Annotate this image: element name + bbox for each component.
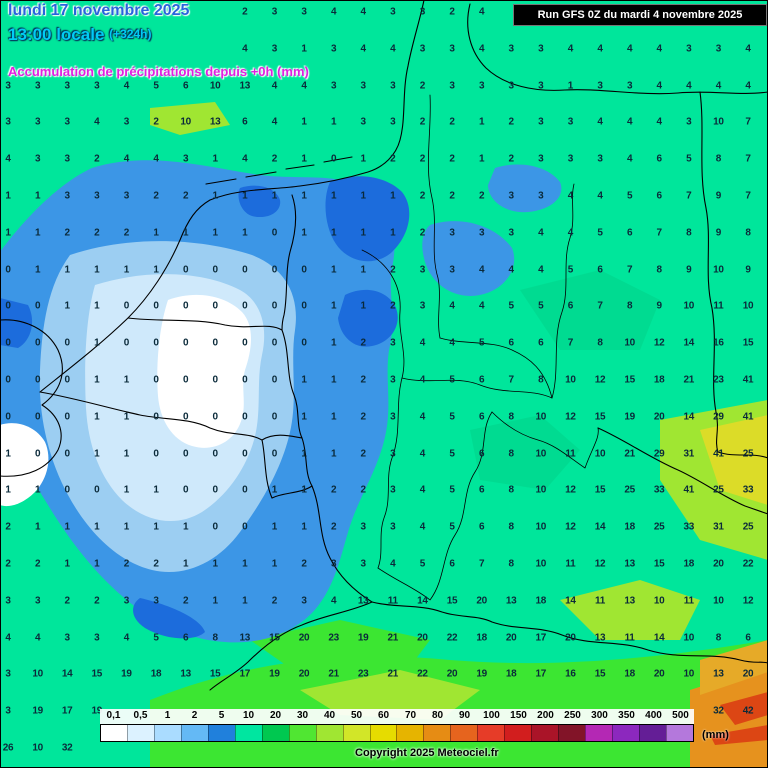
legend-swatch (207, 725, 235, 741)
legend-value: 30 (296, 710, 309, 721)
legend-labels: 0,1 0,5 1 2 5 10 20 30 40 50 60 70 80 90 100 150 200 250 3… (100, 709, 694, 724)
border-lander-3 (401, 183, 575, 399)
precip-corner-red-2 (710, 725, 768, 745)
legend-value: 250 (564, 710, 581, 721)
precipitation-legend: 0,1 0,5 1 2 5 10 20 30 40 50 60 70 80 90 100 150 200 250 3… (100, 709, 729, 742)
precip-accent-dark-blue-4 (0, 298, 33, 348)
precip-corner-red-1 (720, 692, 768, 725)
precip-accent-dark-blue-2 (338, 289, 398, 347)
border-fr-ch (209, 601, 373, 691)
legend-swatch (504, 725, 532, 741)
legend-swatch (234, 725, 262, 741)
legend-swatch (585, 725, 613, 741)
border-lander-4 (439, 337, 553, 399)
legend-swatch (423, 725, 451, 741)
precip-core-white (157, 294, 251, 448)
precip-accent-dark-blue-5 (238, 185, 281, 218)
precip-patch-blue-east-1 (422, 221, 515, 296)
legend-swatch (126, 725, 154, 741)
border-be-nl (127, 317, 283, 331)
precip-patch-green-1 (520, 270, 660, 350)
precip-patch-yellow-topleft (150, 102, 230, 135)
legend-swatch (315, 725, 343, 741)
border-ch-at-de (371, 601, 768, 664)
legend-unit: (mm) (702, 729, 729, 741)
legend-swatch (612, 725, 640, 741)
legend-swatch (396, 725, 424, 741)
legend-value: 500 (672, 710, 689, 721)
border-lander-5 (377, 411, 493, 601)
legend-swatch (450, 725, 478, 741)
legend-value: 20 (269, 710, 282, 721)
legend-swatch (153, 725, 181, 741)
coastline-baltic (467, 3, 768, 95)
border-de-cz (597, 427, 768, 515)
legend-value: 300 (591, 710, 608, 721)
legend-swatch (666, 725, 693, 741)
legend-swatch (531, 725, 559, 741)
legend-swatch (288, 725, 316, 741)
coastline-north-sea (39, 0, 425, 393)
legend-value: 50 (350, 710, 363, 721)
precip-patch-bright-green (250, 620, 430, 680)
copyright-text: Copyright 2025 Meteociel.fr (355, 747, 499, 759)
border-lander-2 (361, 249, 405, 569)
time-title: 13:00 locale (+324h) (8, 25, 152, 45)
legend-swatch (477, 725, 505, 741)
legend-value: 200 (537, 710, 554, 721)
legend-value: 0,5 (133, 710, 148, 721)
legend-value: 350 (618, 710, 635, 721)
legend-value: 80 (431, 710, 444, 721)
legend-swatch (101, 725, 127, 741)
legend-value: 150 (510, 710, 527, 721)
precip-patch-yellow-green-1 (300, 670, 480, 720)
precip-core-white-west (0, 423, 49, 507)
date-title: lundi 17 novembre 2025 (8, 2, 190, 19)
legend-value: 100 (483, 710, 500, 721)
precip-patch-green-2 (470, 415, 580, 490)
coastline-wadden-islands (205, 156, 353, 185)
legend-value: 0,1 (106, 710, 121, 721)
forecast-offset: (+324h) (109, 27, 152, 41)
run-info-text: Run GFS 0Z du mardi 4 novembre 2025 (537, 9, 743, 21)
legend-swatches (100, 724, 694, 742)
legend-value: 1 (164, 710, 171, 721)
legend-value: 60 (377, 710, 390, 721)
legend-value: 90 (458, 710, 471, 721)
precip-corner-ochre (700, 640, 768, 695)
local-time: 13:00 locale (8, 25, 105, 44)
border-be-fr (39, 391, 263, 441)
border-de-pl (699, 91, 768, 459)
precip-patch-yellow-green-2 (560, 580, 700, 640)
border-lander-1 (427, 94, 441, 339)
legend-swatch (369, 725, 397, 741)
legend-value: 10 (242, 710, 255, 721)
legend-swatch (261, 725, 289, 741)
border-fr-de-rhine (311, 485, 373, 603)
legend-value: 2 (191, 710, 198, 721)
border-nl-de (281, 194, 297, 331)
precip-patch-blue-east-2 (488, 164, 562, 213)
legend-swatch (558, 725, 586, 741)
legend-swatch (639, 725, 667, 741)
legend-swatch (342, 725, 370, 741)
precip-accent-dark-blue-1 (325, 176, 410, 262)
legend-value: 40 (323, 710, 336, 721)
border-lander-6 (491, 411, 599, 469)
coastline-england (0, 319, 63, 477)
legend-swatch (180, 725, 208, 741)
legend-value: 5 (218, 710, 225, 721)
map-subtitle: Accumulation de précipitations depuis +0… (8, 64, 309, 79)
legend-value: 70 (404, 710, 417, 721)
precip-accent-dark-blue-3 (133, 598, 205, 639)
run-info-box: Run GFS 0Z du mardi 4 novembre 2025 (513, 4, 767, 26)
legend-value: 400 (645, 710, 662, 721)
